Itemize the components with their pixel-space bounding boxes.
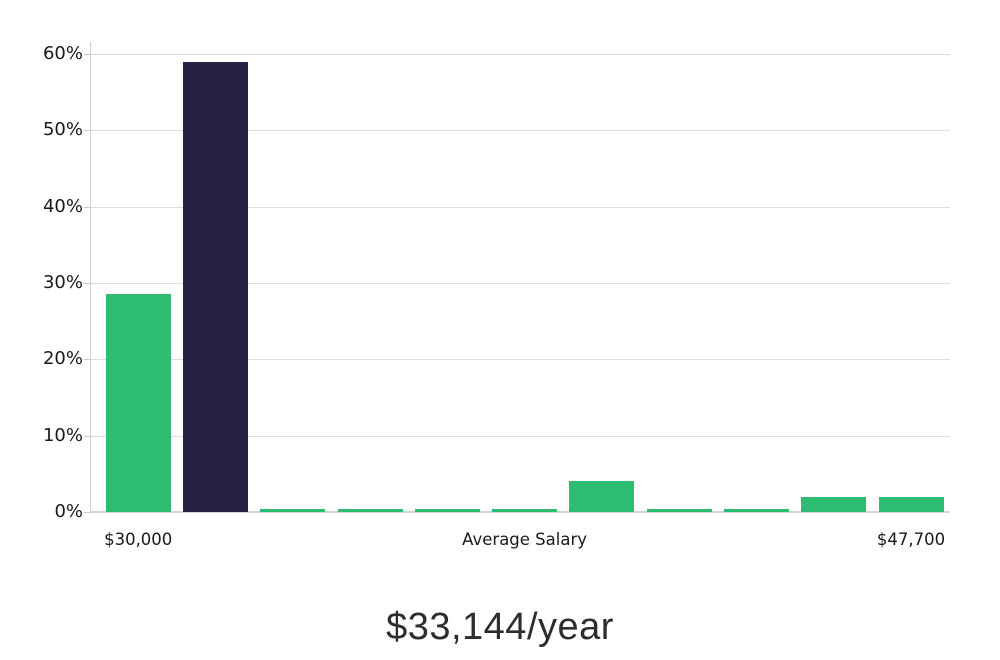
gridline xyxy=(91,283,950,284)
y-tick-mark xyxy=(84,359,91,361)
y-axis-line xyxy=(90,42,91,512)
bar xyxy=(105,293,171,512)
x-axis-tick-label: Average Salary xyxy=(462,530,588,549)
y-axis-tick-label: 20% xyxy=(42,348,83,370)
bar xyxy=(414,508,480,512)
bar xyxy=(801,496,867,512)
gridline xyxy=(91,54,950,55)
y-axis-tick-label: 60% xyxy=(42,43,83,64)
gridline xyxy=(91,130,950,132)
y-tick-mark xyxy=(84,130,91,132)
y-axis-tick-label: 0% xyxy=(54,501,83,522)
bar xyxy=(646,508,712,512)
bar xyxy=(569,481,635,512)
highlighted-bar xyxy=(182,61,248,512)
y-tick-mark xyxy=(84,512,91,513)
y-axis-tick-label: 30% xyxy=(42,272,83,293)
y-tick-mark xyxy=(84,283,91,284)
bar xyxy=(492,508,558,512)
x-axis-tick-label: $47,700 xyxy=(876,530,946,549)
y-tick-mark xyxy=(84,435,91,437)
gridline xyxy=(91,359,950,361)
x-axis-tick-label: $30,000 xyxy=(104,530,173,549)
y-axis-tick-label: 10% xyxy=(42,424,83,446)
gridline xyxy=(91,435,950,437)
y-axis-tick-label: 50% xyxy=(42,119,83,141)
y-axis-tick-label: 40% xyxy=(42,195,83,217)
plot-area xyxy=(84,54,950,513)
y-tick-mark xyxy=(84,54,91,55)
bar xyxy=(337,508,403,512)
gridline xyxy=(91,511,950,513)
bar xyxy=(260,508,326,512)
bar xyxy=(878,496,944,512)
gridline xyxy=(91,206,950,208)
y-tick-mark xyxy=(84,206,91,208)
chart-caption: $33,144/year xyxy=(386,606,614,648)
bar xyxy=(723,508,789,512)
